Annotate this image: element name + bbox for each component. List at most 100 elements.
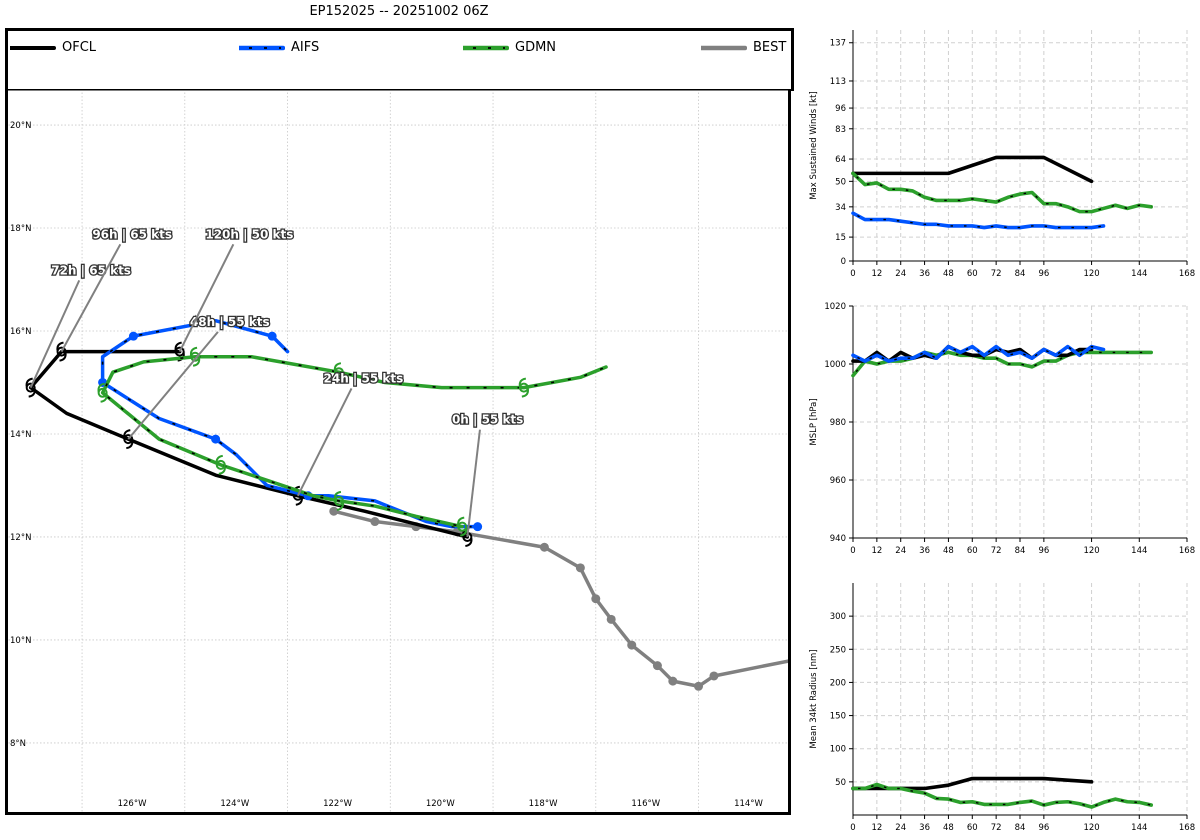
- series-line-ofcl: [851, 155, 1094, 184]
- y-tick-label: 113: [830, 77, 846, 87]
- y-axis-label: MSLP [hPa]: [809, 398, 819, 445]
- storm-symbol-gdmn: [457, 521, 468, 532]
- map-background: [5, 89, 791, 815]
- track-marker-best: [627, 640, 637, 650]
- legend-label-gdmn: GDMN: [515, 40, 557, 55]
- lon-tick-label: 126°W: [118, 799, 147, 809]
- y-tick-label: 150: [830, 712, 846, 722]
- lon-tick-label: 122°W: [323, 799, 352, 809]
- legend-label-best: BEST: [753, 40, 787, 55]
- y-tick-label: 980: [830, 418, 846, 428]
- x-tick-label: 48: [943, 823, 954, 833]
- track-line-ofcl: [28, 349, 470, 539]
- x-tick-label: 60: [967, 546, 978, 556]
- y-tick-label: 34: [835, 203, 846, 213]
- annotation-label: 96h | 65 kts: [92, 227, 172, 241]
- y-tick-label: 83: [835, 125, 846, 135]
- y-tick-label: 940: [830, 534, 846, 544]
- x-tick-label: 96: [1038, 546, 1049, 556]
- legend-label-ofcl: OFCL: [62, 40, 97, 55]
- x-tick-label: 60: [967, 269, 978, 279]
- series-line-gdmn: [851, 782, 1154, 809]
- y-tick-label: 15: [835, 233, 846, 243]
- y-tick-label: 0: [841, 257, 846, 267]
- x-tick-label: 72: [991, 823, 1002, 833]
- lon-tick-label: 116°W: [631, 799, 660, 809]
- x-tick-label: 96: [1038, 269, 1049, 279]
- x-tick-label: 144: [1131, 823, 1147, 833]
- track-marker-aifs: [128, 331, 138, 341]
- x-tick-label: 84: [1015, 823, 1026, 833]
- y-tick-label: 100: [830, 745, 846, 755]
- x-tick-label: 120: [1083, 546, 1099, 556]
- storm-symbol-ofcl: [174, 346, 185, 357]
- storm-symbol-arms-gdmn: [189, 346, 201, 367]
- storm-symbol-arms-gdmn: [333, 362, 345, 383]
- track-marker-best: [668, 676, 678, 686]
- x-tick-label: 48: [943, 546, 954, 556]
- x-tick-label: 36: [919, 546, 930, 556]
- lon-tick-label: 118°W: [529, 799, 558, 809]
- storm-symbol-ofcl: [56, 346, 67, 357]
- y-tick-label: 960: [830, 476, 846, 486]
- legend: [5, 28, 794, 91]
- x-tick-label: 48: [943, 269, 954, 279]
- storm-symbol-gdmn: [333, 495, 344, 506]
- x-tick-label: 12: [871, 823, 882, 833]
- annotation-label: 72h | 65 kts: [51, 263, 131, 277]
- track-marker-best: [652, 661, 662, 671]
- storm-symbol-arms-ofcl: [25, 377, 36, 398]
- storm-symbol-arms-gdmn: [215, 454, 226, 475]
- x-tick-label: 168: [1179, 823, 1195, 833]
- annotation-leader: [60, 243, 122, 353]
- x-tick-label: 84: [1015, 269, 1026, 279]
- storm-symbol-arms-gdmn: [97, 382, 108, 403]
- lat-tick-label: 20°N: [10, 121, 31, 131]
- track-marker-best: [575, 563, 585, 573]
- series-dash-aifs: [852, 345, 1104, 362]
- track-marker-best: [606, 614, 616, 624]
- x-tick-label: 36: [919, 269, 930, 279]
- storm-symbol-gdmn: [215, 459, 226, 470]
- y-tick-label: 137: [830, 39, 846, 49]
- x-tick-label: 36: [919, 823, 930, 833]
- x-tick-label: 168: [1179, 269, 1195, 279]
- track-marker-best: [329, 506, 339, 516]
- chart-title: EP152025 -- 20251002 06Z: [309, 4, 489, 19]
- y-tick-label: 1020: [824, 302, 846, 312]
- x-tick-label: 24: [895, 823, 906, 833]
- annotation-leader: [127, 331, 219, 440]
- x-tick-label: 0: [850, 823, 855, 833]
- series-line-aifs: [851, 211, 1106, 230]
- legend-swatch-best: [701, 45, 747, 51]
- storm-symbol-gdmn: [518, 382, 529, 393]
- track-marker-best: [694, 681, 704, 691]
- x-tick-label: 144: [1131, 269, 1147, 279]
- y-tick-label: 50: [835, 177, 846, 187]
- track-marker-best: [539, 542, 549, 552]
- x-tick-label: 12: [871, 546, 882, 556]
- series-dash-gdmn: [852, 351, 1152, 377]
- series-dash-aifs: [852, 212, 1104, 229]
- lat-tick-label: 12°N: [10, 533, 31, 543]
- y-tick-label: 96: [835, 104, 846, 114]
- y-tick-label: 250: [830, 645, 846, 655]
- legend-swatch-aifs: [239, 45, 285, 51]
- track-marker-aifs: [267, 331, 277, 341]
- legend-label-aifs: AIFS: [291, 40, 320, 55]
- track-dash-gdmn: [101, 355, 607, 528]
- x-tick-label: 72: [991, 269, 1002, 279]
- series-line-gdmn: [851, 171, 1154, 214]
- track-marker-best: [591, 594, 601, 604]
- track-marker-best: [709, 671, 719, 681]
- storm-symbol-gdmn: [333, 367, 344, 378]
- storm-symbol-arms-gdmn: [518, 377, 529, 398]
- x-tick-label: 72: [991, 546, 1002, 556]
- lon-tick-label: 124°W: [220, 799, 249, 809]
- y-tick-label: 1000: [824, 360, 846, 370]
- storm-symbol-arms-gdmn: [457, 516, 468, 537]
- radius-panel: 0 12 24 36 48 60 72 84 96 120 144 168 50 100 150 200 250…: [809, 583, 1195, 833]
- storm-symbol-ofcl: [25, 382, 36, 393]
- map-frame: [5, 89, 791, 815]
- annotation-leader: [178, 243, 235, 353]
